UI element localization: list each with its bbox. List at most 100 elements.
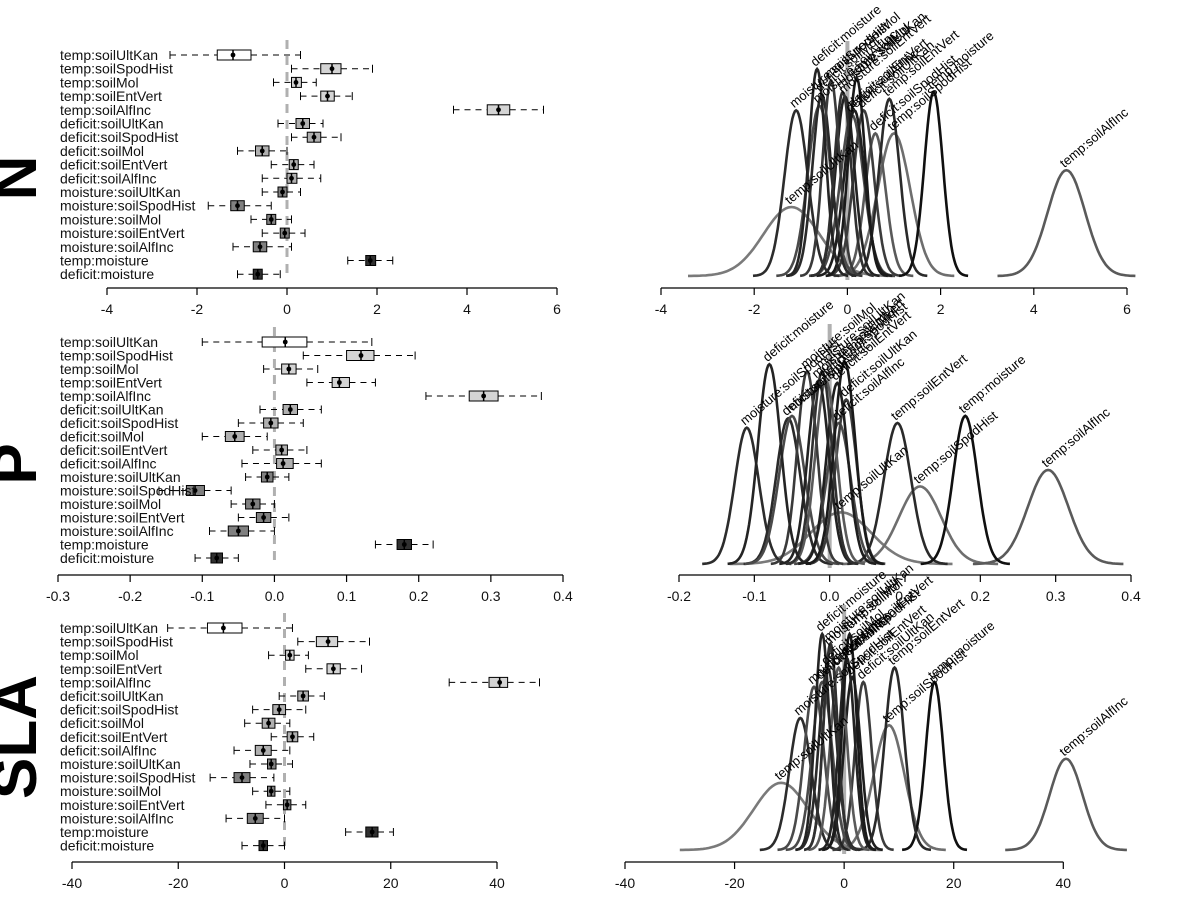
category-label: moisture:soilAlfInc	[60, 239, 174, 255]
density-curve	[727, 362, 812, 566]
box-median-dot	[192, 488, 198, 493]
category-label: deficit:soilEntVert	[60, 729, 167, 745]
category-label: temp:soilUltKan	[60, 47, 158, 63]
box-median-dot	[282, 339, 288, 345]
box-median-dot	[235, 203, 240, 209]
category-label: deficit:soilAlfInc	[60, 742, 156, 758]
box-median-dot	[257, 244, 263, 250]
density-curve	[785, 66, 849, 278]
box-median-dot	[260, 748, 266, 753]
category-label: deficit:soilEntVert	[60, 442, 167, 458]
panel-sla-boxplot: SLAtemp:soilUltKantemp:soilSpodHisttemp:…	[0, 613, 540, 891]
box-median-dot	[264, 474, 270, 480]
box-median-dot	[336, 380, 342, 385]
box-axis-tick-label: 40	[489, 875, 505, 891]
category-label: deficit:soilAlfInc	[60, 456, 156, 472]
box-median-dot	[367, 258, 373, 263]
category-label: temp:soilAlfInc	[60, 102, 151, 118]
box-median-dot	[280, 461, 286, 466]
density-curve	[811, 89, 874, 278]
density-curve	[729, 510, 953, 566]
density-axis-tick-label: 0.2	[971, 588, 991, 604]
panel-n-density: temp:soilUltKantemp:soilSpodHisttemp:soi…	[655, 2, 1136, 317]
density-axis-tick-label: 0	[844, 301, 852, 317]
category-label: deficit:soilUltKan	[60, 116, 164, 132]
box-median-dot	[221, 625, 226, 631]
category-label: moisture:soilSpodHist	[60, 198, 195, 214]
category-label: temp:soilSpodHist	[60, 61, 173, 77]
category-label: moisture:soilMol	[60, 211, 161, 227]
box-median-dot	[282, 230, 288, 236]
box-median-dot	[496, 107, 501, 113]
panel-title: P	[0, 443, 50, 484]
category-label: moisture:soilUltKan	[60, 469, 181, 485]
density-curve	[785, 680, 859, 852]
density-label: temp:soilAlfInc	[1038, 404, 1113, 470]
category-label: temp:soilSpodHist	[60, 348, 173, 364]
box-median-dot	[280, 189, 285, 195]
category-label: deficit:soilSpodHist	[60, 129, 178, 145]
box-median-dot	[252, 816, 258, 821]
density-curve	[898, 90, 969, 278]
box-axis-tick-label: 0.4	[553, 588, 573, 604]
category-label: moisture:soilEntVert	[60, 797, 185, 813]
density-label: temp:soilAlfInc	[1057, 104, 1132, 170]
box-axis-tick-label: 20	[383, 875, 399, 891]
category-label: moisture:soilUltKan	[60, 184, 181, 200]
density-curve	[805, 360, 884, 566]
box-axis-tick-label: -40	[62, 875, 82, 891]
category-label: temp:soilMol	[60, 361, 139, 377]
density-curve	[744, 414, 840, 566]
category-label: deficit:moisture	[60, 550, 154, 566]
density-curve	[777, 685, 851, 852]
density-curve	[808, 665, 870, 852]
box-median-dot	[250, 501, 256, 507]
box-median-dot	[239, 775, 245, 780]
category-label: temp:soilAlfInc	[60, 674, 151, 690]
box-median-dot	[255, 271, 261, 277]
box-median-dot	[287, 652, 293, 658]
density-curve	[920, 414, 1010, 566]
density-axis-tick-label: -4	[655, 301, 668, 317]
box-median-dot	[235, 528, 241, 534]
box-median-dot	[289, 175, 294, 181]
category-label: temp:soilUltKan	[60, 334, 158, 350]
density-axis-tick-label: -0.2	[667, 588, 691, 604]
box-axis-tick-label: 0	[283, 301, 291, 317]
box-median-dot	[268, 788, 274, 794]
density-axis-tick-label: 2	[937, 301, 945, 317]
density-curve	[752, 108, 840, 278]
box-axis-tick-label: 0.3	[481, 588, 501, 604]
density-curve	[825, 76, 888, 278]
box-median-dot	[261, 515, 267, 520]
box-median-dot	[401, 542, 407, 547]
box-axis-tick-label: 2	[373, 301, 381, 317]
panel-sla-density: temp:soilUltKantemp:soilSpodHisttemp:soi…	[615, 560, 1131, 891]
density-curve	[799, 78, 863, 278]
box-median-dot	[268, 761, 274, 767]
density-curve	[832, 680, 894, 852]
category-label: temp:soilAlfInc	[60, 388, 151, 404]
box-median-dot	[286, 366, 292, 372]
category-label: moisture:soilSpodHist	[60, 483, 195, 499]
density-curve	[1005, 757, 1127, 852]
category-label: deficit:moisture	[60, 838, 154, 854]
category-label: moisture:soilAlfInc	[60, 523, 174, 539]
category-label: temp:moisture	[60, 824, 149, 840]
category-label: moisture:soilUltKan	[60, 756, 181, 772]
density-curve	[803, 641, 857, 852]
category-label: deficit:soilSpodHist	[60, 702, 178, 718]
category-label: temp:soilSpodHist	[60, 634, 173, 650]
category-label: temp:soilEntVert	[60, 661, 162, 677]
box-axis-tick-label: -20	[168, 875, 188, 891]
box-axis-tick-label: 0.2	[409, 588, 429, 604]
category-label: temp:soilEntVert	[60, 88, 162, 104]
density-axis-tick-label: -20	[724, 875, 744, 891]
category-label: deficit:moisture	[60, 266, 154, 282]
category-label: moisture:soilEntVert	[60, 510, 185, 526]
density-axis-tick-label: -0.1	[742, 588, 766, 604]
density-curve	[972, 468, 1124, 566]
category-label: temp:soilMol	[60, 74, 139, 90]
box-median-dot	[259, 148, 265, 154]
category-label: moisture:soilMol	[60, 783, 161, 799]
